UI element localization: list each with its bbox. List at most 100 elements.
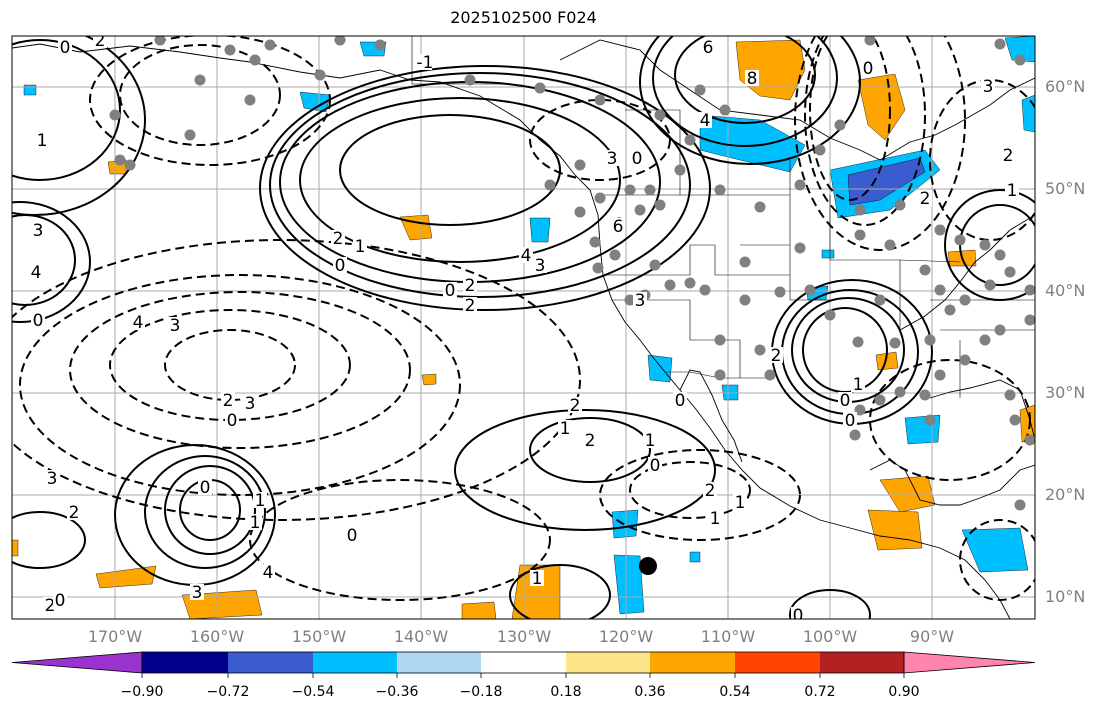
contour-label-bg [851, 376, 865, 392]
station-dot [854, 204, 866, 216]
contour-label-bg [58, 39, 72, 55]
contour-label: 0 [33, 311, 44, 331]
station-dot [589, 236, 601, 248]
contour-label: 1 [250, 513, 261, 533]
colorbar-extend-max [903, 651, 1036, 674]
station-dot [979, 239, 991, 251]
lat-label: 40°N [1045, 281, 1086, 300]
contour-label-bg [31, 222, 45, 238]
lon-label: 160°W [189, 627, 245, 646]
contour-label-bg [1001, 147, 1015, 163]
station-dot [624, 184, 636, 196]
contour-label: 0 [445, 281, 456, 301]
contour-label-bg [745, 70, 759, 86]
station-dot [994, 324, 1006, 336]
contour-label: 3 [983, 77, 994, 97]
contour-label-bg [918, 190, 932, 206]
contour-label-bg [353, 238, 367, 254]
station-dot [739, 256, 751, 268]
contour-label-bg [630, 150, 644, 166]
contour-label: 6 [703, 38, 714, 58]
contour-label: 0 [845, 411, 856, 431]
contour-label: 2 [95, 31, 106, 51]
contour-label-bg [45, 470, 59, 486]
contour-label: 4 [521, 246, 532, 266]
station-dot [124, 159, 136, 171]
lon-label: 140°W [393, 627, 449, 646]
station-dot [739, 294, 751, 306]
station-dot [544, 179, 556, 191]
station-dot [609, 249, 621, 261]
colorbar [11, 651, 1036, 678]
station-dot [984, 279, 996, 291]
contour-label-bg [243, 395, 257, 411]
colorbar-tick-label: −0.90 [120, 684, 164, 700]
contour-label: 3 [535, 256, 546, 276]
contour-label-bg [31, 312, 45, 328]
negative-contours [12, 36, 1035, 601]
colorbar-segment [650, 652, 735, 673]
marker-dot [639, 557, 657, 575]
contour-label: 1 [560, 419, 571, 439]
lon-label: 150°W [291, 627, 347, 646]
station-dot [894, 386, 906, 398]
station-dot [824, 309, 836, 321]
contour-label: 1 [645, 431, 656, 451]
station-dot [714, 334, 726, 346]
station-dot [814, 144, 826, 156]
contour-label: 4 [31, 263, 42, 283]
station-dot [764, 369, 776, 381]
lon-label: 120°W [598, 627, 654, 646]
contour-label: 3 [192, 583, 203, 603]
contour-label-bg [733, 494, 747, 510]
contour-label: 2 [223, 391, 234, 411]
contour-label: 2 [69, 503, 80, 523]
contour-label-bg [843, 412, 857, 428]
colorbar-segment [566, 652, 650, 673]
contour-label-bg [673, 392, 687, 408]
figure-title: 2025102500 F024 [450, 8, 597, 27]
station-dot [314, 69, 326, 81]
contour-label-bg [168, 317, 182, 333]
contour-label: 2 [705, 481, 716, 501]
colorbar-tick-label: −0.72 [206, 684, 250, 700]
colorbar-outline [141, 651, 905, 674]
contour-label: 2 [570, 396, 581, 416]
station-dot [854, 404, 866, 416]
contour-label: 4 [133, 313, 144, 333]
station-dot [1009, 414, 1021, 426]
station-dot [684, 277, 696, 289]
colorbar-segment [820, 652, 904, 673]
contour-label: 1 [255, 491, 266, 511]
contour-label: 3 [245, 394, 256, 414]
colorbar-segment [313, 652, 397, 673]
contour-label: 0 [650, 456, 661, 476]
station-dot [1024, 434, 1035, 446]
contour-label: 8 [747, 69, 758, 89]
contour-label: 1 [1007, 181, 1018, 201]
station-dot [719, 104, 731, 116]
contour-labels: 02-1684301346432100220433022121021132011… [29, 31, 1019, 626]
contour-label-bg [568, 397, 582, 413]
station-dot [674, 164, 686, 176]
contour-label: 0 [335, 256, 346, 276]
contour-label: 0 [793, 606, 804, 626]
station-dot [654, 109, 666, 121]
lat-label: 20°N [1045, 485, 1086, 504]
lat-label: 30°N [1045, 383, 1086, 402]
contour-label-bg [533, 257, 547, 273]
lon-label: 100°W [802, 627, 858, 646]
station-dot [534, 82, 546, 94]
lat-label: 50°N [1045, 179, 1086, 198]
contour-label-bg [769, 347, 783, 363]
station-dot [184, 129, 196, 141]
contour-label-bg [463, 297, 477, 313]
contour-label-bg [418, 54, 432, 70]
contour-label-bg [981, 78, 995, 94]
colorbar-segment [397, 652, 481, 673]
station-dot [804, 284, 816, 296]
station-dot [694, 84, 706, 96]
station-dot [894, 199, 906, 211]
station-dot [249, 54, 261, 66]
